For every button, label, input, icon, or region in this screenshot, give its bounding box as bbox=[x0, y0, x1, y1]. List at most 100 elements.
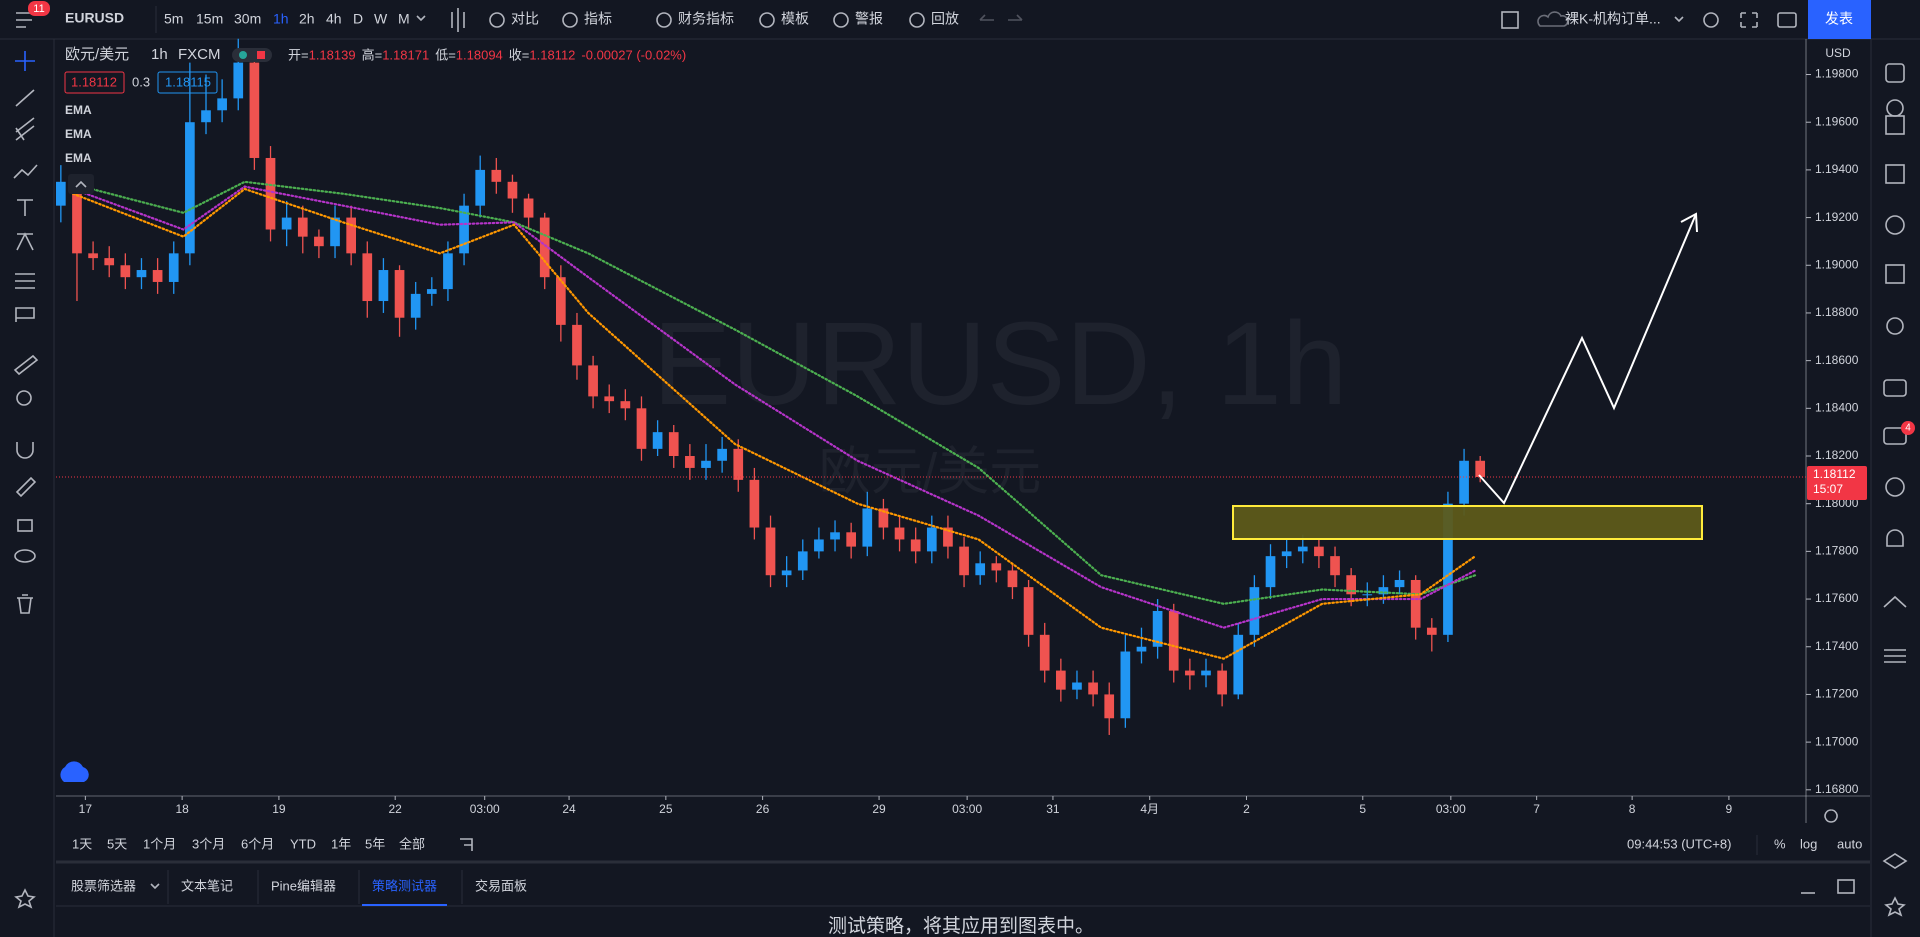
settings-icon[interactable] bbox=[1703, 12, 1719, 28]
axis-settings[interactable] bbox=[1824, 809, 1838, 823]
tool[interactable]: 财务指标 bbox=[678, 11, 734, 27]
forecast-tool[interactable] bbox=[16, 232, 34, 251]
interval[interactable]: M bbox=[398, 11, 410, 27]
tool[interactable]: 模板 bbox=[781, 11, 809, 27]
streams-icon[interactable] bbox=[1886, 317, 1904, 335]
interval[interactable]: 5m bbox=[164, 11, 183, 27]
status-toggle[interactable] bbox=[232, 48, 272, 62]
icon-tool[interactable] bbox=[15, 307, 35, 322]
percent-toggle[interactable]: % bbox=[1774, 836, 1786, 851]
layers-icon[interactable] bbox=[1882, 853, 1908, 869]
hotlist-icon[interactable] bbox=[1885, 164, 1905, 184]
chart-type-icon[interactable] bbox=[451, 8, 465, 32]
shapes-tool[interactable] bbox=[15, 273, 35, 289]
tool[interactable]: 回放 bbox=[931, 11, 959, 27]
notifications-icon[interactable] bbox=[1886, 529, 1904, 547]
panel-tab[interactable]: 策略测试器 bbox=[372, 878, 437, 893]
pattern-tool[interactable] bbox=[13, 164, 38, 179]
symbol[interactable]: EURUSD bbox=[65, 10, 124, 26]
tool[interactable]: 指标 bbox=[584, 11, 612, 27]
interval[interactable]: 1h bbox=[273, 11, 289, 27]
lock-tool[interactable] bbox=[17, 519, 33, 532]
zoom-tool[interactable] bbox=[16, 390, 32, 406]
panel-tab[interactable]: 交易面板 bbox=[475, 878, 527, 893]
chevron[interactable] bbox=[416, 15, 426, 22]
tool-icon[interactable] bbox=[759, 12, 775, 28]
ask-box[interactable] bbox=[157, 71, 218, 94]
bid[interactable]: 1.18112 bbox=[71, 74, 117, 89]
tool[interactable]: 对比 bbox=[511, 11, 539, 27]
help-icon[interactable] bbox=[1885, 477, 1905, 497]
camera-icon[interactable] bbox=[1777, 12, 1797, 28]
bid-box[interactable] bbox=[64, 71, 125, 94]
panel-tab[interactable]: 股票筛选器 bbox=[71, 878, 136, 893]
range-button[interactable]: 全部 bbox=[399, 836, 425, 851]
interval[interactable]: 4h bbox=[326, 11, 342, 27]
watchlist-icon[interactable] bbox=[1885, 63, 1905, 83]
tool-icon[interactable] bbox=[562, 12, 578, 28]
tool-icon[interactable] bbox=[489, 12, 505, 28]
log-toggle[interactable]: log bbox=[1800, 836, 1817, 851]
ruler-tool[interactable] bbox=[13, 354, 39, 376]
tool-icon[interactable] bbox=[909, 12, 925, 28]
range-button[interactable]: 1天 bbox=[72, 836, 92, 851]
magnet-tool[interactable] bbox=[16, 442, 34, 459]
messages-icon[interactable] bbox=[1883, 427, 1907, 445]
favorites[interactable] bbox=[14, 888, 36, 909]
maximize[interactable] bbox=[1837, 879, 1855, 894]
range-button[interactable]: 3个月 bbox=[192, 836, 225, 851]
fib-tool[interactable] bbox=[15, 117, 35, 141]
chevron[interactable] bbox=[1674, 16, 1684, 23]
candle-body bbox=[1346, 575, 1356, 595]
chevron[interactable] bbox=[150, 883, 160, 890]
panel-tab[interactable]: 文本笔记 bbox=[181, 878, 233, 893]
draw-mode-tool[interactable] bbox=[15, 476, 37, 498]
panel-tab[interactable]: Pine编辑器 bbox=[271, 878, 336, 893]
line-tool[interactable] bbox=[15, 89, 35, 107]
projection-path[interactable] bbox=[1478, 213, 1697, 505]
auto-toggle[interactable]: auto bbox=[1837, 836, 1862, 851]
interval[interactable]: D bbox=[353, 11, 363, 27]
visibility-tool[interactable] bbox=[14, 549, 36, 563]
range-button[interactable]: YTD bbox=[290, 836, 316, 851]
ideas-icon[interactable] bbox=[1885, 264, 1905, 284]
badge bbox=[1901, 421, 1915, 435]
collapse-button[interactable] bbox=[68, 174, 94, 194]
range-button[interactable]: 5天 bbox=[107, 836, 127, 851]
tool-icon[interactable] bbox=[656, 12, 672, 28]
layout-name[interactable]: 裸K-机构订单... bbox=[1565, 11, 1661, 27]
data-window-icon[interactable] bbox=[1885, 115, 1905, 135]
interval[interactable]: 2h bbox=[299, 11, 315, 27]
candle-body bbox=[1217, 670, 1227, 695]
publish-label[interactable]: 发表 bbox=[1825, 11, 1853, 27]
range-button[interactable]: 1年 bbox=[331, 836, 351, 851]
price-label: 1.18112 bbox=[1813, 467, 1856, 481]
range-button[interactable]: 1个月 bbox=[143, 836, 176, 851]
interval[interactable]: W bbox=[374, 11, 388, 27]
interval[interactable]: 15m bbox=[196, 11, 223, 27]
goto-date[interactable] bbox=[460, 838, 473, 851]
tool-icon[interactable] bbox=[833, 12, 849, 28]
trading-icon[interactable] bbox=[1883, 595, 1907, 608]
fullscreen-icon[interactable] bbox=[1740, 12, 1758, 28]
ask[interactable]: 1.18115 bbox=[165, 74, 211, 89]
x-tick-label: 2 bbox=[1243, 802, 1250, 816]
text-tool[interactable] bbox=[17, 199, 33, 216]
crosshair-tool[interactable] bbox=[15, 51, 35, 71]
range-button[interactable]: 5年 bbox=[365, 836, 385, 851]
range-button[interactable]: 6个月 bbox=[241, 836, 274, 851]
logo[interactable] bbox=[60, 761, 89, 782]
undo-redo[interactable] bbox=[979, 14, 1023, 21]
candle-body bbox=[701, 460, 711, 468]
cloud-icon[interactable] bbox=[1537, 11, 1569, 27]
zone-rectangle[interactable] bbox=[1232, 505, 1703, 540]
delete-tool[interactable] bbox=[17, 594, 33, 614]
chat-icon[interactable] bbox=[1883, 379, 1907, 397]
tool[interactable]: 警报 bbox=[855, 11, 883, 27]
layout-icon[interactable] bbox=[1501, 11, 1519, 29]
calendar-icon[interactable] bbox=[1885, 215, 1905, 235]
interval[interactable]: 30m bbox=[234, 11, 261, 27]
dom-icon[interactable] bbox=[1884, 649, 1906, 663]
publish-button[interactable] bbox=[1808, 0, 1871, 39]
help-center[interactable] bbox=[1884, 896, 1906, 917]
